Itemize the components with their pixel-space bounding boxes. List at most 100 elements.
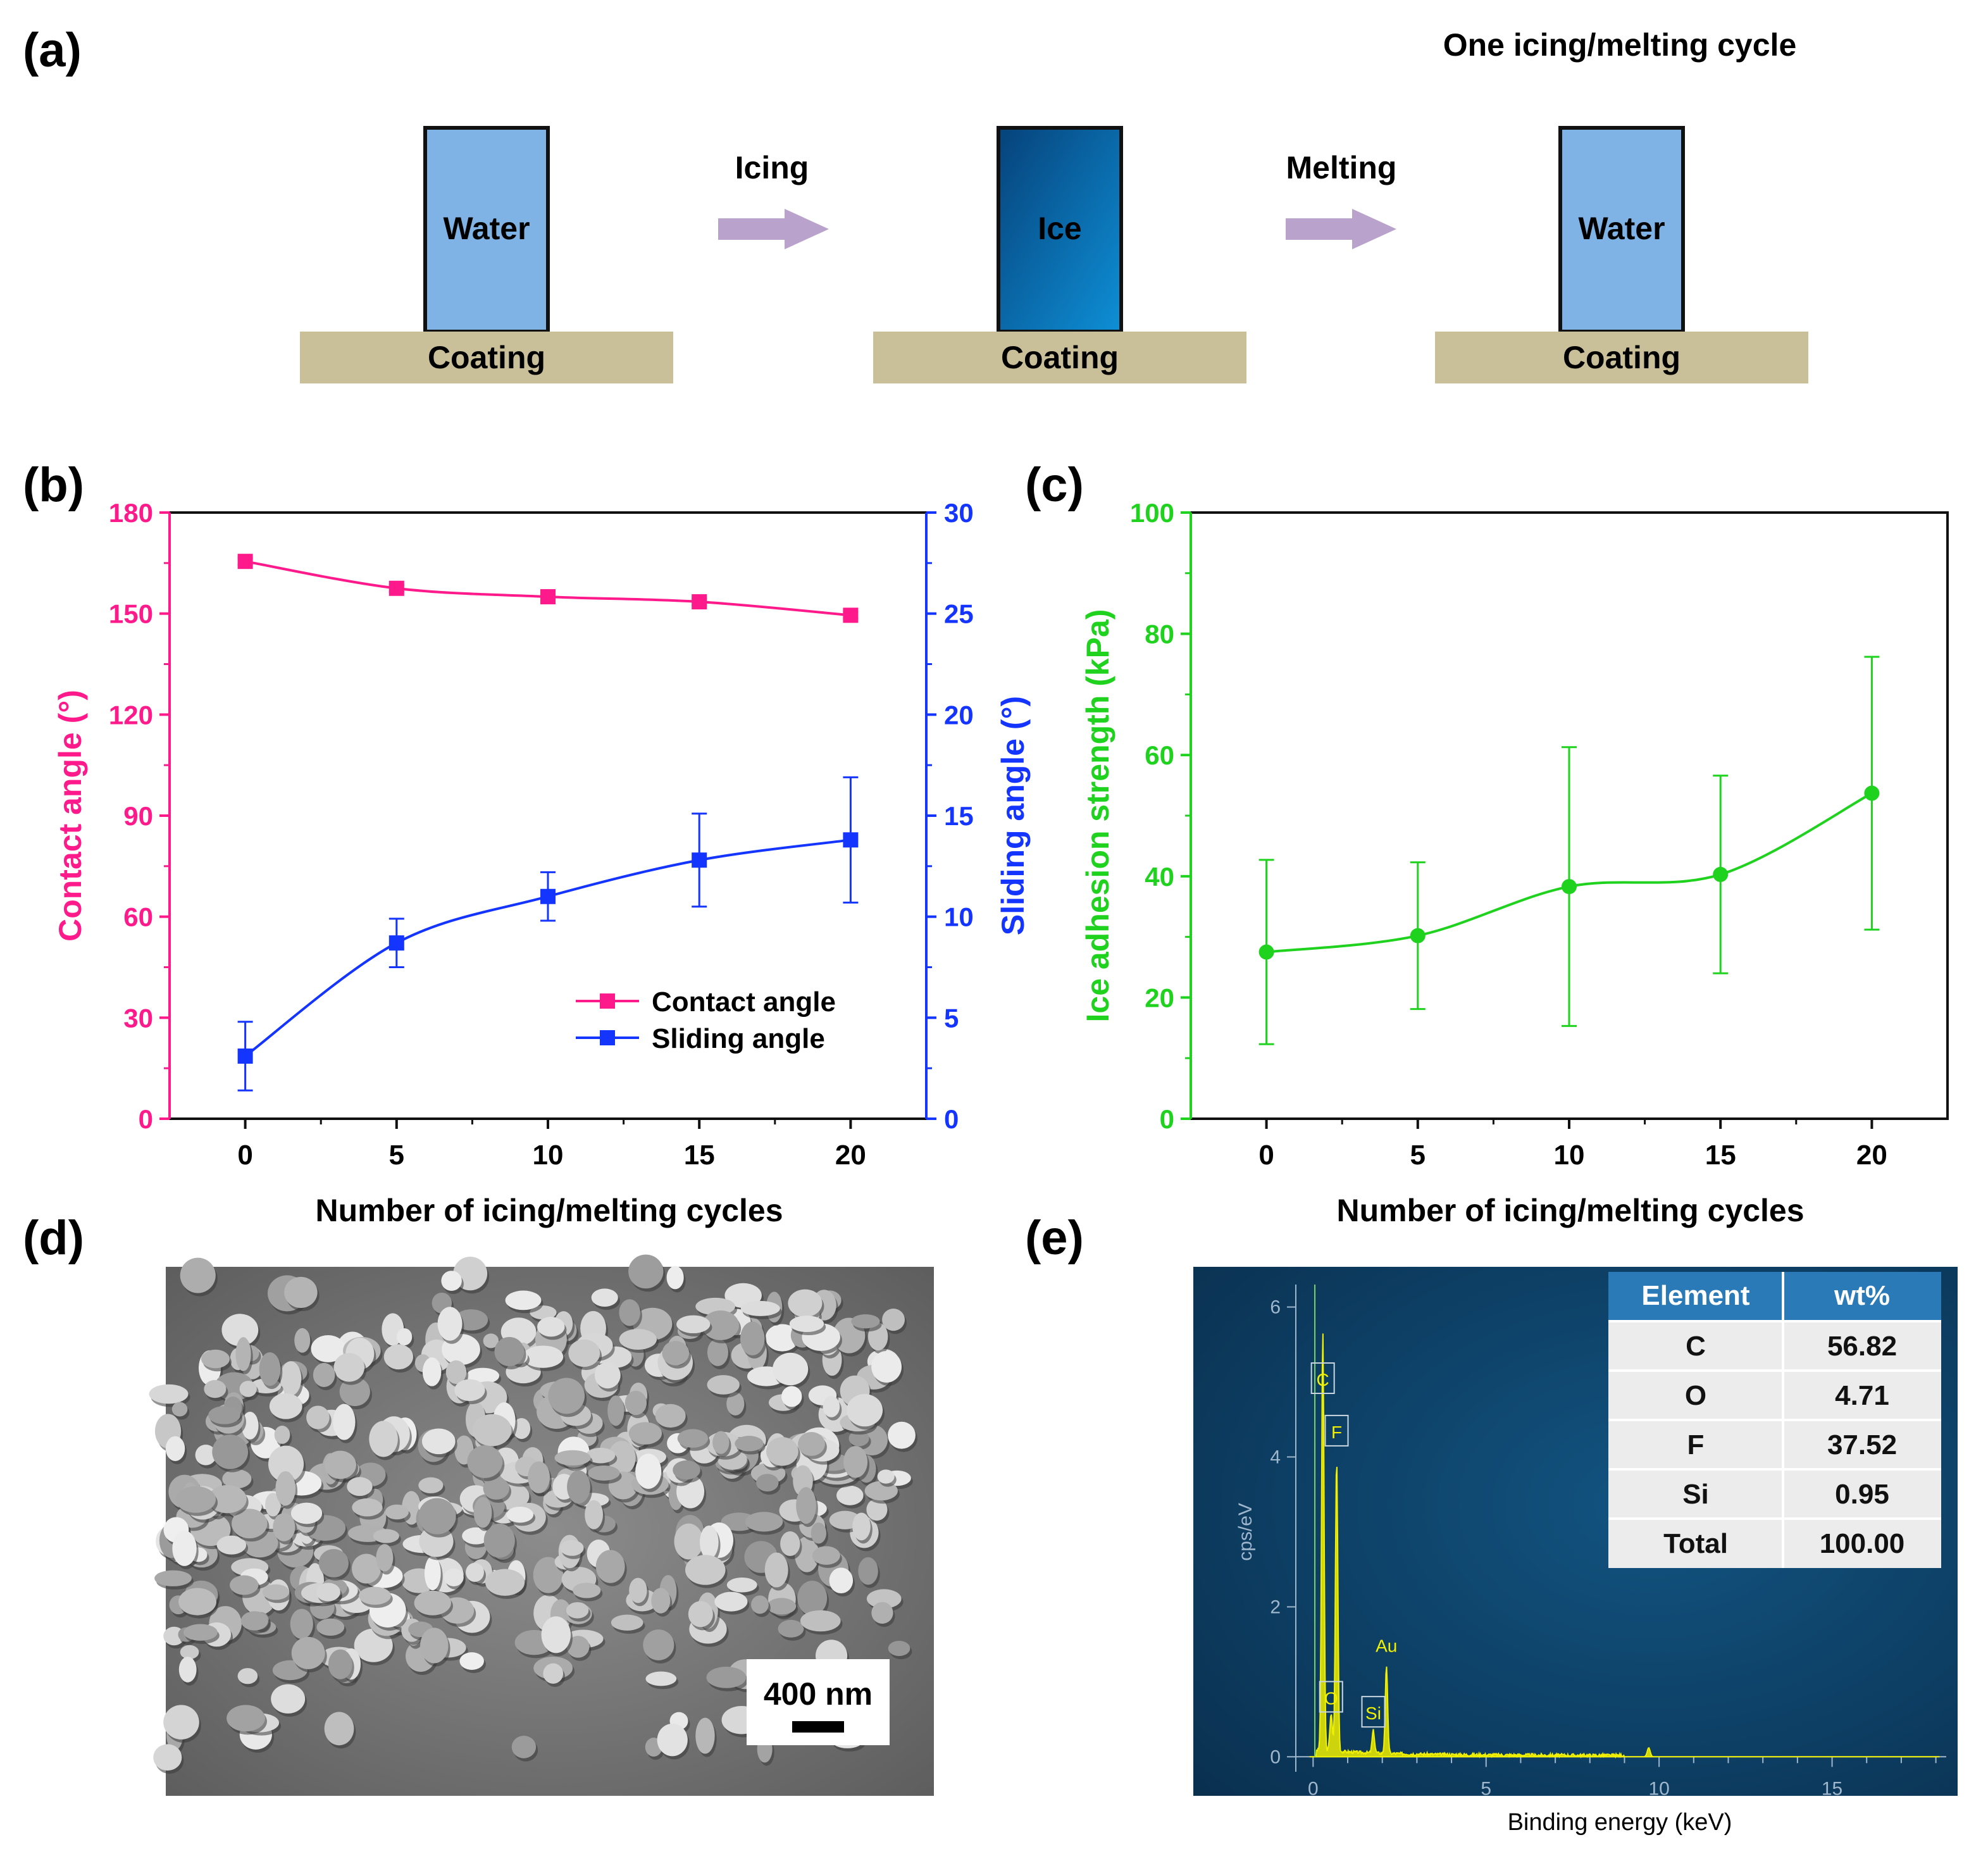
water-label: Water <box>443 211 530 246</box>
particle <box>175 1486 216 1513</box>
y-tick-label-left: 180 <box>109 498 153 528</box>
coating-label: Coating <box>1001 340 1119 375</box>
particle <box>740 1321 765 1355</box>
particle <box>237 1668 258 1684</box>
particle <box>655 1404 686 1428</box>
panel-a: (a) One icing/melting cycle Water Coatin… <box>23 23 1808 383</box>
peak-label-si: Si <box>1365 1703 1381 1723</box>
ice-block <box>997 126 1123 333</box>
panel-c-chart: (c) 0 5 10 15 20 0 20 40 60 80 100 Number of icing… <box>1025 458 1949 1228</box>
particle <box>171 1402 188 1417</box>
particle <box>797 1581 828 1615</box>
particle <box>645 1671 677 1686</box>
right-arrow-icon <box>1286 209 1396 249</box>
x-tick-label: 0 <box>1258 1140 1274 1171</box>
particle <box>420 1628 449 1664</box>
particle <box>421 1428 456 1455</box>
data-point <box>1258 944 1274 960</box>
particle <box>240 1611 268 1631</box>
x-axis-title: Number of icing/melting cycles <box>315 1193 783 1228</box>
particle <box>843 1446 868 1478</box>
particle <box>714 1591 748 1612</box>
particle <box>324 1712 354 1746</box>
particle <box>454 1379 485 1402</box>
peak-label-o: O <box>1324 1688 1338 1708</box>
table-cell: C <box>1686 1331 1706 1362</box>
particle <box>466 1562 484 1582</box>
y-tick-label: 20 <box>1145 983 1174 1012</box>
particle <box>560 1540 584 1556</box>
particle <box>836 1485 864 1505</box>
particle <box>695 1717 715 1754</box>
coating-base <box>1435 332 1808 383</box>
data-point <box>540 589 556 605</box>
particle <box>591 1288 618 1307</box>
stage-1: Water Coating <box>300 126 673 383</box>
particle <box>594 1362 621 1389</box>
particle <box>773 1352 809 1386</box>
particle <box>812 1546 840 1565</box>
cycle-title: One icing/melting cycle <box>1443 27 1797 63</box>
particle <box>528 1461 550 1493</box>
particle <box>858 1557 878 1585</box>
particle <box>208 1484 247 1514</box>
particle <box>424 1556 441 1591</box>
particle <box>676 1315 711 1334</box>
data-point <box>540 888 556 904</box>
particle <box>180 1257 216 1293</box>
particle <box>222 1469 252 1489</box>
particle <box>462 1527 490 1545</box>
particle <box>216 1535 247 1555</box>
panel-d: (d) 400 nm <box>23 1211 934 1796</box>
legend: Contact angle Sliding angle <box>576 987 836 1054</box>
y-tick-label-left: 120 <box>109 700 153 730</box>
particle <box>788 1289 823 1317</box>
particle <box>511 1735 537 1758</box>
particle <box>180 1645 199 1660</box>
particle <box>291 1636 325 1669</box>
particle <box>866 1498 888 1521</box>
peak-label-au: Au <box>1376 1636 1397 1656</box>
y-tick-label: 100 <box>1130 498 1174 528</box>
particle <box>383 1344 413 1370</box>
particle <box>313 1362 335 1387</box>
particle <box>778 1619 804 1638</box>
y-tick-label: 0 <box>1160 1104 1174 1134</box>
x-tick-label: 0 <box>237 1140 252 1171</box>
particle <box>781 1386 802 1407</box>
particle <box>441 1271 462 1291</box>
ice-label: Ice <box>1038 211 1082 246</box>
particle <box>852 1512 871 1541</box>
particle <box>494 1336 525 1367</box>
icing-arrow: Icing <box>718 150 829 249</box>
particle <box>347 1477 373 1497</box>
x-tick-label: 10 <box>1648 1778 1669 1799</box>
particle <box>740 1300 780 1316</box>
particle <box>195 1445 216 1466</box>
particle <box>333 1404 356 1440</box>
particle <box>396 1328 413 1346</box>
x-tick-label: 5 <box>389 1140 404 1171</box>
data-point <box>1864 785 1880 801</box>
particle <box>543 1663 564 1684</box>
particle <box>284 1276 318 1308</box>
particle <box>259 1352 281 1386</box>
series-layer <box>1258 656 1880 1045</box>
panel-label-a: (a) <box>23 23 82 77</box>
particle <box>318 1548 349 1578</box>
y-tick-label: 6 <box>1270 1297 1281 1318</box>
data-point <box>237 1049 253 1064</box>
particle <box>595 1550 625 1583</box>
particle <box>688 1601 713 1628</box>
particle <box>230 1575 259 1595</box>
x-tick-label: 5 <box>1410 1140 1426 1171</box>
particle <box>221 1314 259 1347</box>
particle <box>483 1523 515 1558</box>
particle <box>467 1445 503 1478</box>
particle <box>533 1557 564 1593</box>
particle <box>666 1266 684 1290</box>
particle <box>871 1350 902 1383</box>
y-tick-label-right: 20 <box>944 700 974 730</box>
